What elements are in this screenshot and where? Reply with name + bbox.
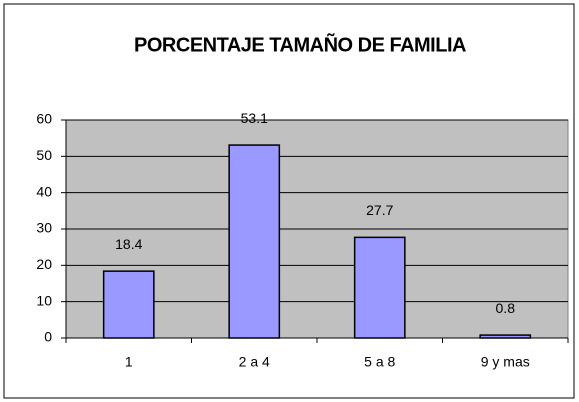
x-tick-label: 5 a 8	[364, 354, 395, 370]
data-label: 0.8	[496, 300, 516, 316]
y-tick-label: 20	[36, 256, 52, 272]
data-label: 53.1	[241, 110, 268, 126]
y-tick-label: 0	[44, 329, 52, 345]
y-tick-label: 40	[36, 183, 52, 199]
chart-title: PORCENTAJE TAMAÑO DE FAMILIA	[134, 33, 466, 56]
bar	[479, 334, 532, 339]
y-tick-label: 50	[36, 147, 52, 163]
x-tick-label: 1	[125, 354, 133, 370]
y-tick-label: 60	[36, 111, 52, 127]
bar	[353, 236, 406, 339]
bar	[102, 270, 155, 339]
y-tick-label: 10	[36, 292, 52, 308]
x-tick-label: 9 y mas	[481, 354, 530, 370]
y-tick-label: 30	[36, 220, 52, 236]
x-tick-label: 2 a 4	[239, 354, 270, 370]
data-label: 27.7	[366, 202, 393, 218]
bar	[228, 144, 281, 339]
data-label: 18.4	[115, 236, 142, 252]
